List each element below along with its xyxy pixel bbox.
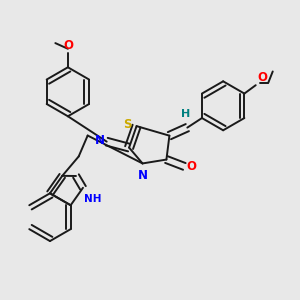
Text: S: S [123, 118, 131, 131]
Text: N: N [95, 134, 105, 147]
Text: N: N [138, 169, 148, 182]
Text: H: H [181, 109, 190, 119]
Text: O: O [64, 39, 74, 52]
Text: O: O [186, 160, 197, 173]
Text: NH: NH [85, 194, 102, 204]
Text: O: O [257, 71, 267, 84]
